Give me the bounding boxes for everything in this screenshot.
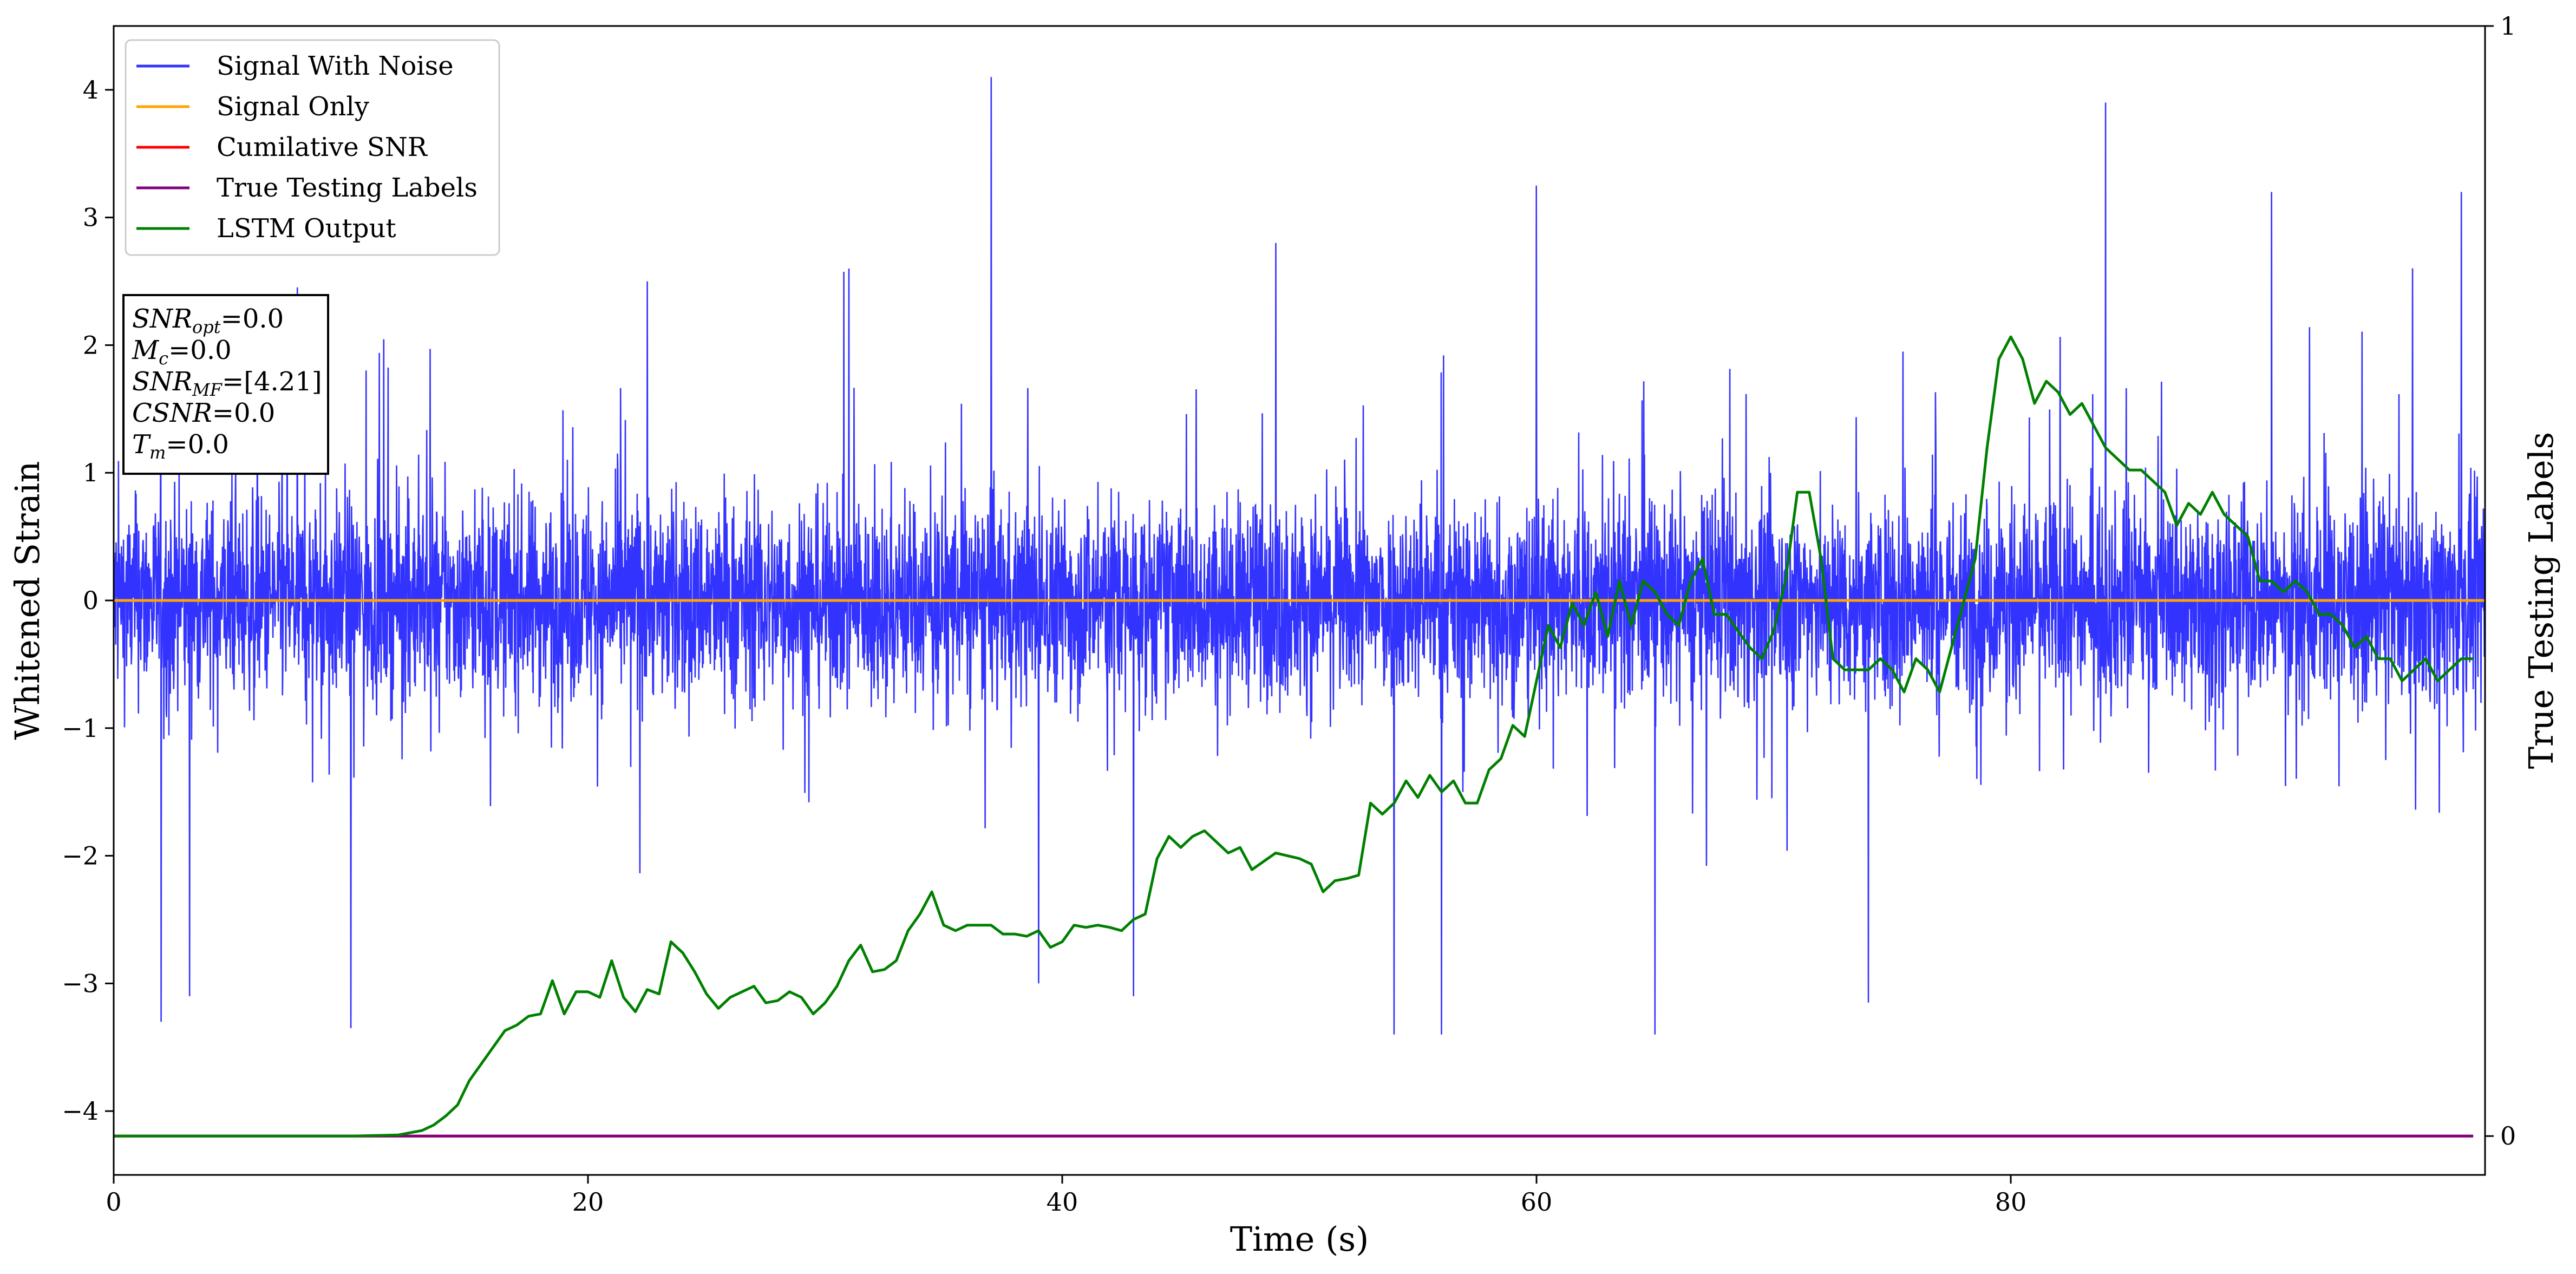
y-left-tick-label: −4 [62, 1096, 99, 1126]
legend-label: LSTM Output [217, 213, 396, 244]
y-left-tick-label: 1 [83, 458, 99, 487]
info-snr-mf: SNRMF=[4.21] [132, 367, 322, 400]
series-signal-with-noise [114, 77, 2485, 1035]
y-axis-left-label: Whitened Strain [8, 461, 47, 740]
y-left-tick-label: −1 [62, 714, 99, 743]
y-right-tick-label: 1 [2500, 11, 2516, 41]
info-tm: Tm=0.0 [132, 429, 229, 463]
info-csnr: CSNR=0.0 [132, 398, 275, 428]
legend-box [125, 39, 500, 256]
y-left-tick-label: −3 [62, 969, 99, 998]
y-left-tick-label: 0 [83, 586, 99, 615]
legend: Signal With Noise Signal Only Cumilative S… [125, 39, 500, 256]
info-mc: Mc=0.0 [132, 335, 232, 369]
legend-label: Cumilative SNR [217, 132, 428, 162]
x-tick-label: 20 [572, 1187, 604, 1217]
series-layer [114, 77, 2485, 1138]
x-tick-label: 60 [1521, 1187, 1553, 1217]
y-axis-right-label: True Testing Labels [2521, 432, 2561, 769]
y-left-tick-label: 3 [83, 203, 99, 232]
y-right-tick-label: 0 [2500, 1121, 2516, 1151]
y-left-tick-label: 2 [83, 330, 99, 360]
info-box-frame [122, 294, 329, 475]
x-tick-label: 80 [1995, 1187, 2027, 1217]
info-box: SNRopt=0.0 Mc=0.0 SNRMF=[4.21] CSNR=0.0 … [122, 294, 329, 475]
x-tick-label: 0 [106, 1187, 121, 1217]
legend-label: Signal With Noise [217, 51, 454, 81]
y-left-tick-label: −2 [62, 841, 99, 871]
x-tick-label: 40 [1047, 1187, 1078, 1217]
series-lstm-output [114, 335, 2474, 1138]
legend-label: Signal Only [217, 92, 369, 122]
legend-label: True Testing Labels [217, 173, 478, 203]
x-axis-label: Time (s) [1230, 1219, 1369, 1259]
info-snr-opt: SNRopt=0.0 [132, 304, 284, 337]
y-left-tick-label: 4 [83, 75, 99, 104]
